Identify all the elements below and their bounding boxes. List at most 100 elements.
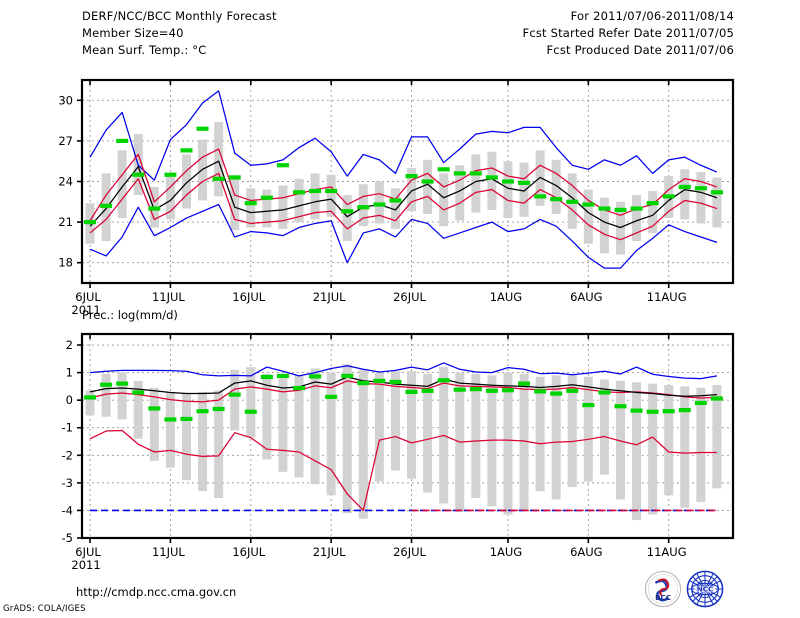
series-ensemble-lower-quartile (89, 172, 718, 241)
spread-bar (551, 375, 561, 500)
spread-bar (149, 387, 159, 461)
plot-frame (80, 332, 735, 540)
spread-bar (230, 369, 240, 431)
ensemble-spread-bars (85, 364, 722, 521)
page-title: DERF/NCC/BCC Monthly Forecast (82, 9, 277, 23)
observation-markers (84, 373, 723, 422)
spread-bar (246, 367, 256, 438)
website-url[interactable]: http://cmdp.ncc.cma.gov.cn (76, 585, 237, 599)
y-tick-label: 24 (58, 175, 73, 189)
spread-bar (85, 390, 95, 416)
spread-bar (278, 378, 288, 472)
svg-text:BCC: BCC (655, 593, 671, 602)
spread-bar (262, 189, 272, 228)
spread-bar (407, 167, 417, 212)
plot-frame (80, 78, 735, 285)
spread-bar (198, 391, 208, 492)
spread-bar (294, 178, 304, 223)
grads-credit: GrADS: COLA/IGES (3, 604, 86, 614)
spread-bar (551, 159, 561, 214)
spread-bar (487, 151, 497, 210)
series-ensemble-mean (89, 160, 718, 229)
spread-bar (407, 371, 417, 479)
series-ensemble-max (89, 362, 718, 380)
forecast-produced-label: Fcst Produced Date 2011/07/06 (546, 43, 734, 57)
temperature-panel: 18 21 24 27 30 6JUL 11JUL 16JUL 21JUL 26JUL 1AUG 6A… (58, 78, 735, 317)
spread-bar (648, 383, 658, 515)
y-tick-label: 0 (66, 393, 73, 407)
x-tick-label: 6JUL (75, 545, 101, 559)
spread-bar (471, 373, 481, 499)
spread-bar (326, 372, 336, 496)
spread-bar (680, 169, 690, 220)
spread-bar (214, 390, 224, 499)
y-tick-label: 27 (58, 134, 73, 148)
spread-bar (326, 174, 336, 217)
spread-bar (101, 373, 111, 417)
spread-bar (181, 393, 191, 481)
spread-bar (133, 380, 143, 439)
ensemble-spread-bars (85, 121, 722, 255)
x-tick-label: 6AUG (570, 290, 603, 304)
spread-bar (374, 372, 384, 482)
spread-bar (583, 189, 593, 244)
spread-bar (117, 150, 127, 219)
y-tick-label: 2 (66, 338, 73, 352)
x-tick-label: 1AUG (490, 290, 523, 304)
spread-bar (390, 371, 400, 471)
y-tick-label: -2 (62, 448, 73, 462)
series-ensemble-lower-quartile (89, 429, 717, 512)
spread-bar (278, 185, 288, 229)
spread-bar (262, 373, 272, 460)
spread-bar (535, 376, 545, 492)
spread-bar (439, 173, 449, 227)
x-tick-label: 21JUL (313, 545, 346, 559)
y-tick-label: -4 (62, 503, 73, 517)
x-tick-label: 26JUL (393, 290, 426, 304)
x-tick-label: 11JUL (152, 290, 185, 304)
y-tick-label: 30 (58, 93, 73, 107)
observation-markers (84, 126, 723, 225)
spread-bar (455, 165, 465, 221)
series-ensemble-upper-quartile (89, 148, 718, 222)
spread-bar (423, 373, 433, 493)
spread-bar (487, 375, 497, 507)
spread-bar (423, 159, 433, 214)
spread-bar (696, 172, 706, 224)
spread-bar (117, 372, 127, 420)
forecast-start-label: Fcst Started Refer Date 2011/07/05 (522, 26, 734, 40)
spread-bar (165, 173, 175, 220)
forecast-period-label: For 2011/07/06-2011/08/14 (570, 9, 734, 23)
spread-bar (503, 161, 513, 219)
x-tick-label: 16JUL (232, 545, 265, 559)
x-tick-label: 26JUL (393, 545, 426, 559)
x-tick-label: 6JUL (75, 290, 101, 304)
y-tick-label: -5 (62, 531, 73, 545)
spread-bar (342, 195, 352, 242)
series-ensemble-min (89, 203, 718, 269)
x-axis-year-label: 2011 (71, 303, 100, 317)
series-ensemble-mean (89, 376, 717, 397)
spread-bar (503, 372, 513, 515)
y-tick-label: -3 (62, 476, 73, 490)
spread-bar (181, 154, 191, 209)
x-tick-label: 21JUL (313, 290, 346, 304)
spread-bar (294, 375, 304, 478)
spread-bar (712, 385, 722, 489)
x-tick-label: 11AUG (647, 290, 687, 304)
spread-bar (599, 197, 609, 254)
variable-label: Mean Surf. Temp.: °C (82, 43, 207, 57)
spread-bar (696, 387, 706, 503)
ncc-logo-icon: NCC (686, 570, 724, 608)
agency-logos: BCC NCC (644, 570, 728, 612)
spread-bar (390, 188, 400, 229)
spread-bar (519, 373, 529, 511)
svg-text:NCC: NCC (697, 584, 713, 593)
spread-bar (519, 162, 529, 217)
x-tick-label: 1AUG (490, 545, 523, 559)
y-tick-label: 21 (58, 215, 73, 229)
spread-bar (358, 369, 368, 519)
y-tick-label: 1 (66, 366, 73, 380)
series-ensemble-max (89, 90, 718, 181)
